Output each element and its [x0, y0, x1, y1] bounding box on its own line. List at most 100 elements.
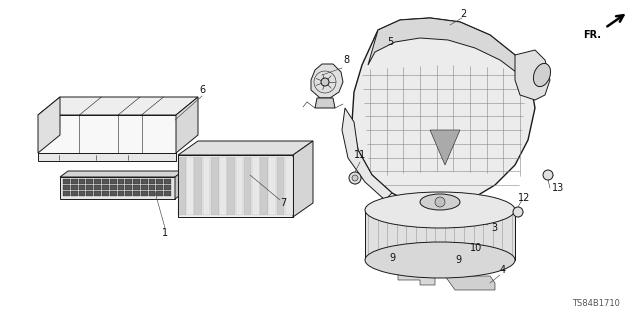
Polygon shape — [71, 185, 77, 190]
Polygon shape — [86, 185, 93, 190]
Polygon shape — [38, 97, 60, 153]
Polygon shape — [63, 179, 70, 184]
Polygon shape — [164, 191, 171, 196]
Polygon shape — [260, 157, 268, 215]
Text: 6: 6 — [199, 85, 205, 95]
Polygon shape — [398, 272, 435, 285]
Text: 9: 9 — [455, 255, 461, 265]
Polygon shape — [164, 185, 171, 190]
Polygon shape — [156, 191, 163, 196]
Polygon shape — [60, 177, 175, 199]
Ellipse shape — [365, 242, 515, 278]
Polygon shape — [94, 185, 101, 190]
Text: 8: 8 — [343, 55, 349, 65]
Polygon shape — [141, 179, 148, 184]
Ellipse shape — [420, 194, 460, 210]
Polygon shape — [203, 157, 211, 215]
Polygon shape — [156, 185, 163, 190]
Polygon shape — [365, 210, 515, 260]
Circle shape — [435, 197, 445, 207]
Polygon shape — [79, 191, 85, 196]
Polygon shape — [195, 157, 202, 215]
Ellipse shape — [365, 192, 515, 228]
Polygon shape — [102, 185, 109, 190]
Polygon shape — [109, 191, 116, 196]
Polygon shape — [178, 141, 313, 155]
Polygon shape — [285, 157, 292, 215]
Polygon shape — [125, 179, 132, 184]
Polygon shape — [141, 191, 148, 196]
Polygon shape — [186, 157, 194, 215]
Text: 13: 13 — [552, 183, 564, 193]
Polygon shape — [118, 185, 124, 190]
Polygon shape — [38, 97, 198, 115]
Polygon shape — [219, 157, 227, 215]
Polygon shape — [430, 130, 460, 165]
Polygon shape — [148, 185, 156, 190]
Polygon shape — [293, 141, 313, 217]
Polygon shape — [102, 179, 109, 184]
Text: 1: 1 — [162, 228, 168, 238]
Text: 2: 2 — [460, 9, 466, 19]
Polygon shape — [178, 157, 186, 215]
Text: 7: 7 — [280, 198, 286, 208]
Circle shape — [513, 207, 523, 217]
Polygon shape — [175, 171, 183, 199]
Polygon shape — [244, 157, 252, 215]
Polygon shape — [456, 255, 473, 265]
Polygon shape — [63, 185, 70, 190]
Text: 10: 10 — [470, 243, 482, 253]
Polygon shape — [38, 153, 176, 161]
Polygon shape — [211, 157, 219, 215]
Text: TS84B1710: TS84B1710 — [572, 299, 620, 308]
Polygon shape — [86, 191, 93, 196]
Polygon shape — [60, 171, 183, 177]
Polygon shape — [79, 179, 85, 184]
Polygon shape — [252, 157, 260, 215]
Polygon shape — [71, 179, 77, 184]
Polygon shape — [133, 191, 140, 196]
Polygon shape — [118, 191, 124, 196]
Polygon shape — [118, 179, 124, 184]
Polygon shape — [342, 108, 392, 200]
Polygon shape — [38, 115, 176, 153]
Polygon shape — [109, 179, 116, 184]
Polygon shape — [94, 179, 101, 184]
Text: 3: 3 — [491, 223, 497, 233]
Polygon shape — [79, 185, 85, 190]
Polygon shape — [268, 157, 276, 215]
Polygon shape — [352, 18, 535, 208]
Circle shape — [352, 175, 358, 181]
Polygon shape — [125, 185, 132, 190]
Ellipse shape — [533, 63, 550, 86]
Polygon shape — [63, 191, 70, 196]
Text: 4: 4 — [500, 265, 506, 275]
Text: 11: 11 — [354, 150, 366, 160]
Polygon shape — [71, 191, 77, 196]
Polygon shape — [94, 191, 101, 196]
Polygon shape — [445, 276, 495, 290]
Circle shape — [543, 170, 553, 180]
Polygon shape — [148, 191, 156, 196]
Polygon shape — [125, 191, 132, 196]
Polygon shape — [515, 50, 550, 100]
Polygon shape — [141, 185, 148, 190]
Polygon shape — [315, 98, 335, 108]
Polygon shape — [164, 179, 171, 184]
Text: 9: 9 — [389, 253, 395, 263]
Polygon shape — [368, 18, 530, 80]
Polygon shape — [276, 157, 284, 215]
Circle shape — [349, 172, 361, 184]
Polygon shape — [109, 185, 116, 190]
Polygon shape — [176, 97, 198, 153]
Text: FR.: FR. — [583, 30, 601, 40]
Polygon shape — [148, 179, 156, 184]
Text: 12: 12 — [518, 193, 530, 203]
Polygon shape — [133, 179, 140, 184]
Polygon shape — [236, 157, 243, 215]
Polygon shape — [156, 179, 163, 184]
Text: 5: 5 — [387, 37, 393, 47]
Polygon shape — [178, 155, 293, 217]
Polygon shape — [227, 157, 235, 215]
Polygon shape — [311, 64, 343, 98]
